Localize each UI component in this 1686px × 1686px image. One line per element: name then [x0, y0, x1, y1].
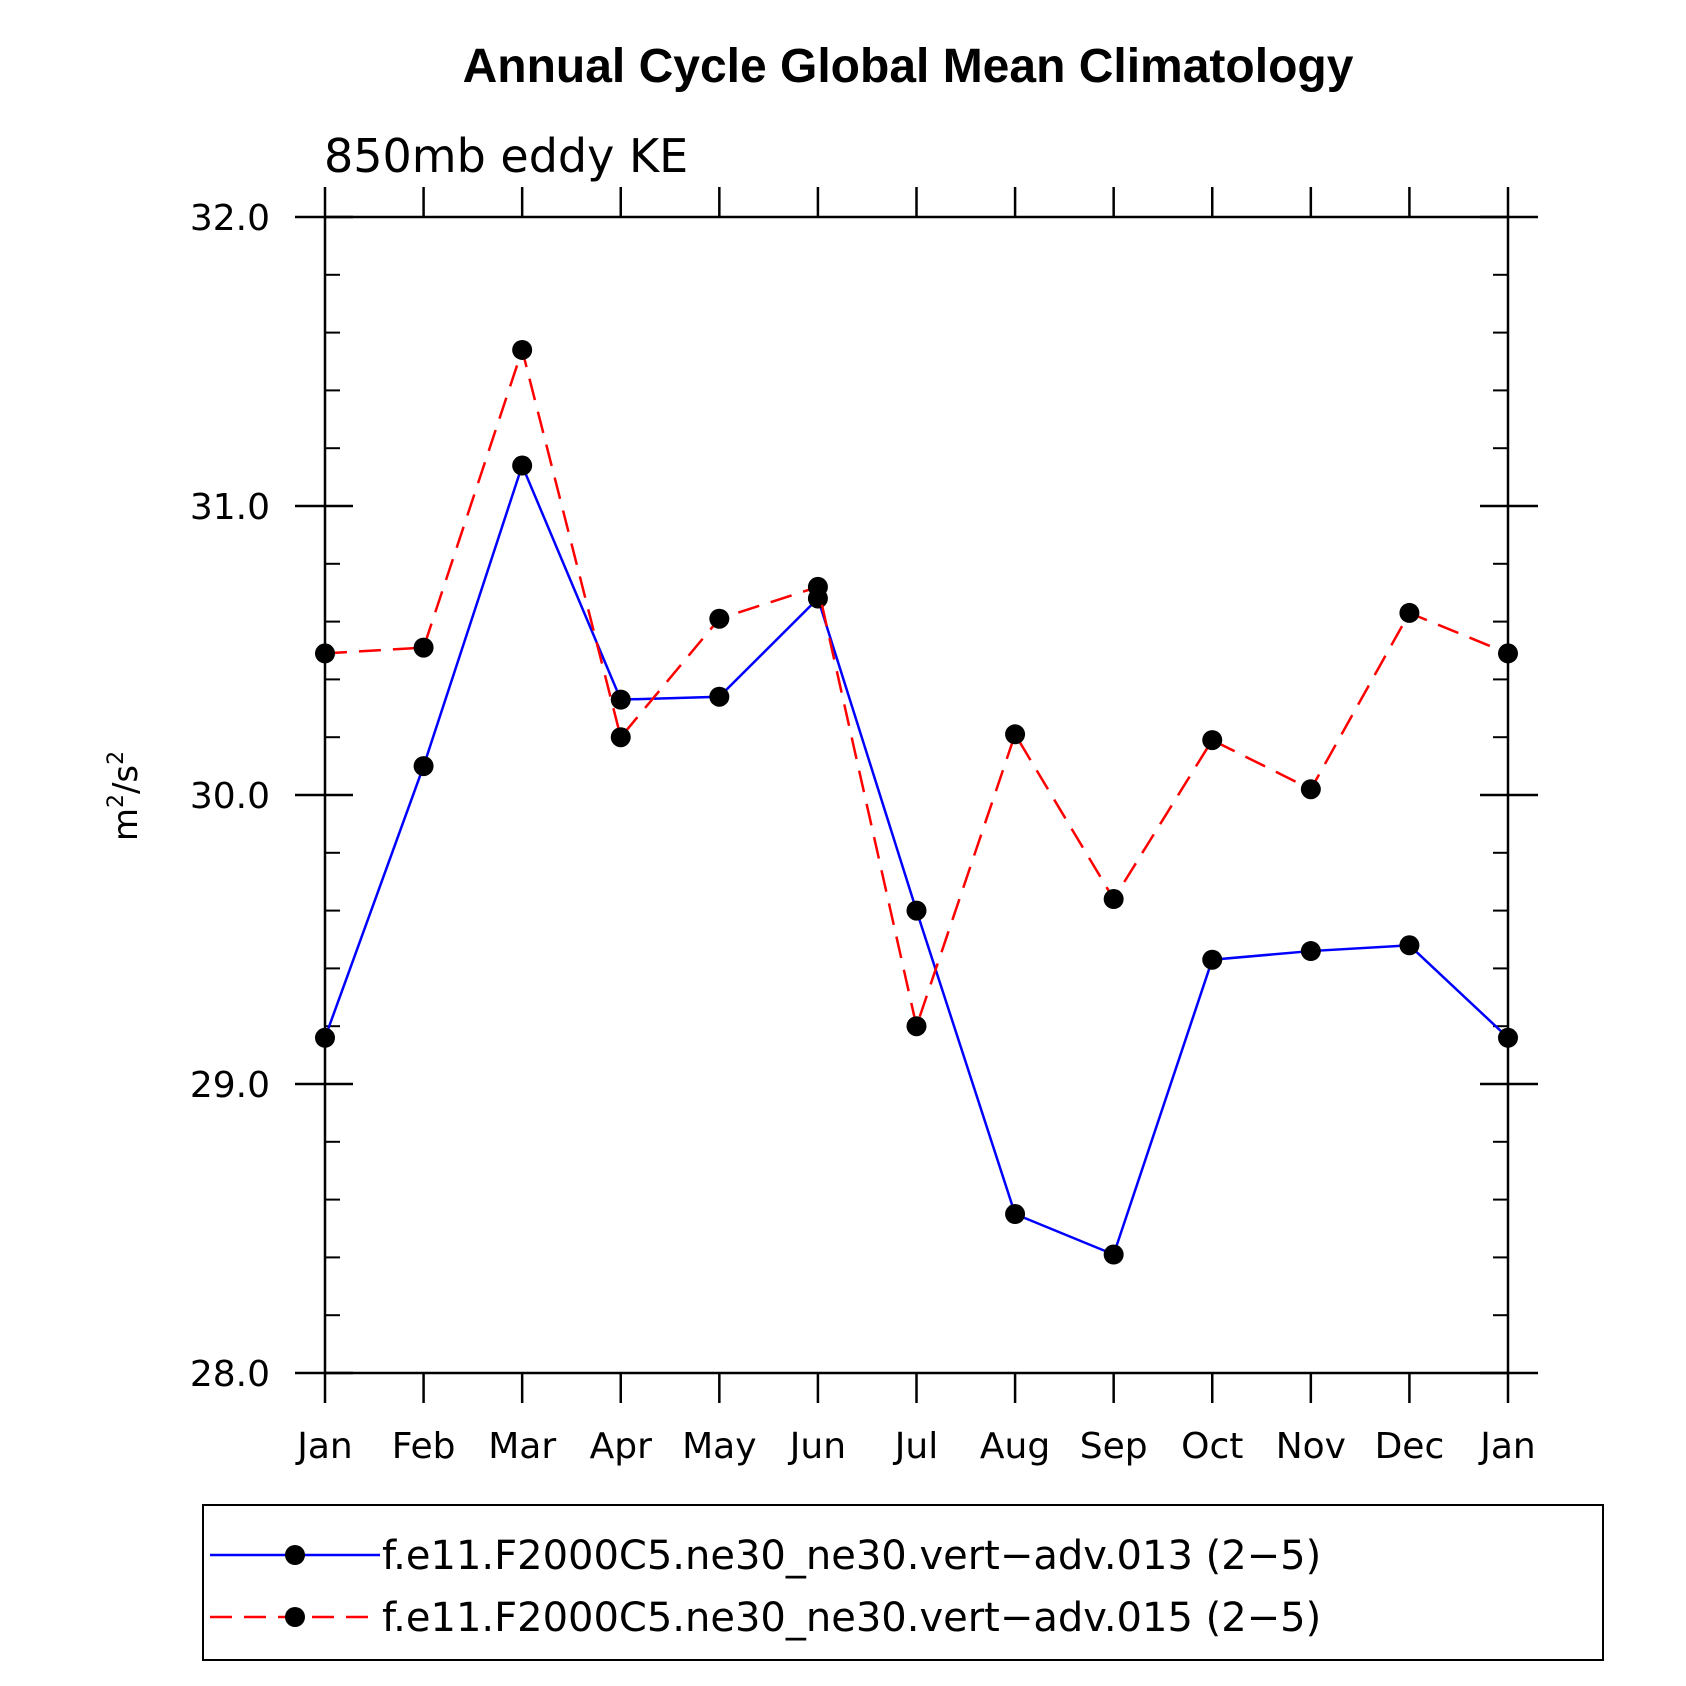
legend: f.e11.F2000C5.ne30_ne30.vert−adv.013 (2−…	[210, 1533, 1321, 1641]
x-tick-label: Jul	[893, 1426, 938, 1467]
data-point	[1399, 935, 1420, 956]
x-tick-label: Feb	[392, 1426, 456, 1467]
chart-subtitle: 850mb eddy KE	[324, 129, 688, 183]
data-point	[610, 689, 631, 710]
y-axis-label-sup2: 2	[104, 751, 129, 765]
x-tick-label: Mar	[488, 1426, 556, 1467]
data-point	[1300, 779, 1321, 800]
data-point	[1498, 643, 1518, 664]
plot-frame	[323, 215, 1510, 1375]
data-point	[512, 339, 533, 360]
x-tick-label: Dec	[1375, 1426, 1445, 1467]
y-axis-label-mid: /s	[106, 765, 146, 794]
x-tick-label: May	[682, 1426, 756, 1467]
data-point	[1300, 941, 1321, 962]
data-point	[315, 643, 335, 664]
x-tick-label: Jan	[295, 1426, 353, 1467]
legend-marker	[285, 1607, 305, 1627]
legend-item-1: f.e11.F2000C5.ne30_ne30.vert−adv.013 (2−…	[210, 1533, 1321, 1579]
series-2	[315, 339, 1518, 1037]
x-tick-label: Jan	[1478, 1426, 1536, 1467]
data-point	[1103, 889, 1124, 910]
y-axis-label-base: m	[106, 808, 146, 841]
x-tick-label: Aug	[980, 1426, 1050, 1467]
data-point	[610, 727, 631, 748]
legend-item-2: f.e11.F2000C5.ne30_ne30.vert−adv.015 (2−…	[210, 1595, 1321, 1641]
data-point	[709, 608, 730, 629]
y-axis-label: m2/s2	[104, 751, 146, 841]
y-axis-label-sup1: 2	[104, 794, 129, 808]
y-tick-label: 29.0	[190, 1065, 270, 1106]
data-point	[512, 455, 533, 476]
x-tick-label: Oct	[1181, 1426, 1243, 1467]
data-point	[1498, 1027, 1518, 1048]
y-tick-label: 30.0	[190, 776, 270, 817]
legend-marker	[285, 1545, 305, 1565]
x-tick-label: Nov	[1276, 1426, 1346, 1467]
y-tick-label: 32.0	[190, 198, 270, 239]
y-tick-labels: 28.0 29.0 30.0 31.0 32.0	[190, 198, 270, 1395]
data-point	[1399, 602, 1420, 623]
legend-label: f.e11.F2000C5.ne30_ne30.vert−adv.013 (2−…	[382, 1533, 1321, 1579]
y-tick-label: 31.0	[190, 487, 270, 528]
data-point	[709, 686, 730, 707]
y-tick-label: 28.0	[190, 1354, 270, 1395]
data-point	[1202, 730, 1223, 751]
x-tick-label: Jun	[788, 1426, 846, 1467]
svg-text:m2/s2: m2/s2	[104, 751, 146, 841]
data-point	[807, 576, 828, 597]
legend-label: f.e11.F2000C5.ne30_ne30.vert−adv.015 (2−…	[382, 1595, 1321, 1641]
data-point	[413, 756, 434, 777]
x-tick-label: Apr	[590, 1426, 652, 1467]
series-1	[315, 455, 1518, 1265]
series-line	[324, 345, 1509, 1031]
data-point	[1103, 1244, 1124, 1265]
data-point	[906, 900, 927, 921]
data-point	[1005, 724, 1026, 745]
axis-ticks	[295, 187, 1538, 1403]
data-point	[906, 1016, 927, 1037]
data-point	[315, 1027, 335, 1048]
data-point	[1005, 1204, 1026, 1225]
legend-box	[202, 1504, 1604, 1661]
series-layer	[315, 339, 1518, 1265]
data-point	[413, 637, 434, 658]
series-line	[323, 461, 1509, 1257]
data-point	[1202, 949, 1223, 970]
x-tick-labels: Jan Feb Mar Apr May Jun Jul Aug Sep Oct Nov Dec Jan	[295, 1426, 1536, 1467]
chart-title: Annual Cycle Global Mean Climatology	[463, 40, 1354, 93]
x-tick-label: Sep	[1080, 1426, 1148, 1467]
